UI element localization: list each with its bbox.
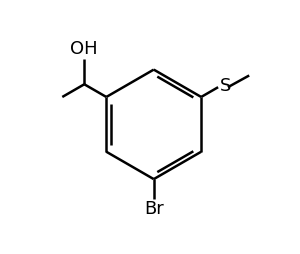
Text: S: S (220, 77, 231, 95)
Text: Br: Br (144, 200, 164, 218)
Text: OH: OH (70, 40, 98, 58)
